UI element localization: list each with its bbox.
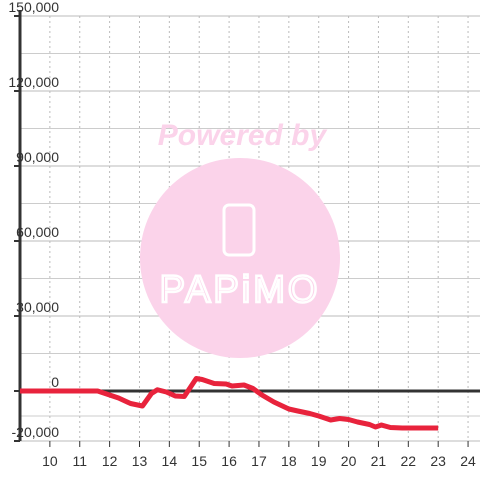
y-tick-label: 0 [51, 374, 59, 390]
x-tick-label: 17 [251, 453, 267, 469]
y-tick-label: 30,000 [16, 299, 59, 315]
x-tick-label: 23 [430, 453, 446, 469]
x-tick-label: 11 [72, 453, 87, 469]
watermark-icon [222, 203, 256, 257]
y-tick-label: 60,000 [16, 224, 59, 240]
y-tick-label: -20,000 [12, 424, 60, 440]
watermark-line1: Powered by [158, 119, 328, 152]
x-tick-label: 16 [221, 453, 237, 469]
y-tick-label: 120,000 [8, 74, 59, 90]
x-tick-label: 14 [162, 453, 178, 469]
x-tick-label: 24 [460, 453, 476, 469]
y-tick-label: 90,000 [16, 149, 59, 165]
x-tick-label: 10 [42, 453, 58, 469]
x-tick-label: 15 [191, 453, 207, 469]
x-tick-label: 19 [311, 453, 327, 469]
watermark-circle [140, 158, 340, 358]
x-tick-label: 21 [371, 453, 387, 469]
x-tick-label: 12 [102, 453, 118, 469]
watermark: Powered by PAPiMO [140, 119, 340, 358]
line [20, 376, 439, 431]
x-tick-label: 18 [281, 453, 297, 469]
y-tick-label: 150,000 [8, 0, 59, 15]
x-tick-label: 22 [401, 453, 417, 469]
x-tick-label: 13 [132, 453, 148, 469]
watermark-line2: PAPiMO [160, 269, 321, 311]
x-tick-label: 20 [341, 453, 357, 469]
